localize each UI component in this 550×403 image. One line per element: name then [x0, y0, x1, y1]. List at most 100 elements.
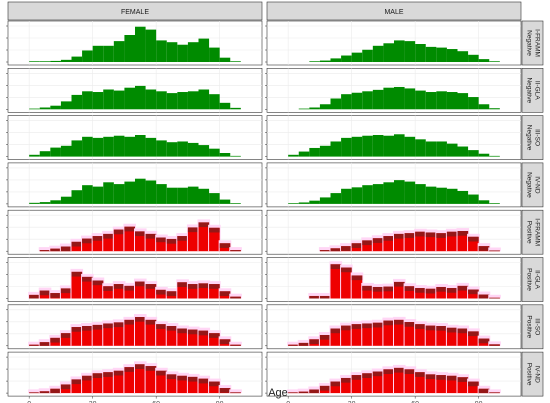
histogram-bar — [446, 143, 458, 157]
histogram-bar — [39, 107, 51, 110]
histogram-bar-top — [457, 285, 469, 291]
row-strip-4 — [521, 209, 544, 255]
histogram-bar-top — [145, 366, 157, 371]
histogram-bar — [156, 237, 167, 252]
histogram-bar-top — [166, 291, 178, 296]
histogram-bar — [166, 326, 178, 346]
histogram-bar — [145, 319, 157, 346]
histogram-band — [287, 389, 300, 394]
histogram-bar — [209, 193, 220, 204]
histogram-bar — [209, 333, 220, 346]
histogram-bar — [330, 98, 342, 110]
histogram-bar-top — [489, 392, 500, 394]
histogram-bar-top — [156, 370, 167, 376]
histogram-bar-top — [39, 250, 51, 252]
histogram-bar-top — [436, 326, 447, 331]
histogram-bar-top — [230, 392, 241, 394]
histogram-band — [297, 388, 311, 394]
histogram-bar — [145, 89, 157, 110]
histogram-bar — [29, 202, 40, 204]
histogram-bar — [145, 366, 157, 394]
histogram-bar — [319, 335, 331, 346]
histogram-bar-top — [124, 319, 135, 325]
histogram-bar — [446, 188, 458, 204]
histogram-bar — [145, 180, 157, 204]
histogram-bar-top — [362, 323, 373, 329]
histogram-bar — [351, 92, 363, 110]
histogram-bar — [177, 282, 188, 299]
histogram-bar — [319, 60, 331, 62]
histogram-bar — [50, 60, 61, 62]
histogram-bar-top — [60, 246, 72, 252]
histogram-bar — [457, 231, 469, 252]
histogram-bar — [330, 381, 342, 394]
histogram-bar-top — [103, 323, 114, 329]
histogram-bar-top — [60, 333, 72, 338]
histogram-bar-top — [177, 282, 188, 287]
histogram-bar — [404, 369, 416, 394]
row-strip-0 — [521, 20, 544, 66]
histogram-bar — [113, 322, 125, 346]
histogram-band — [297, 339, 311, 346]
histogram-bar — [177, 187, 188, 204]
histogram-bar — [135, 26, 146, 62]
histogram-band — [229, 247, 242, 252]
histogram-bar — [319, 145, 331, 157]
histogram-bar — [468, 150, 479, 157]
histogram-bar — [394, 180, 405, 204]
histogram-bar — [288, 154, 299, 157]
histogram-bar — [415, 90, 426, 110]
histogram-bar-top — [372, 371, 384, 377]
histogram-bar — [425, 232, 437, 252]
histogram-bar — [145, 137, 157, 157]
histogram-bar — [457, 190, 469, 204]
histogram-bar-top — [103, 372, 114, 377]
histogram-bar-top — [319, 335, 331, 340]
row-strip-outcome-label: Positive — [525, 363, 532, 386]
histogram-bar-top — [478, 246, 490, 251]
histogram-bar-top — [351, 375, 363, 380]
histogram-bar — [71, 140, 83, 157]
histogram-bar — [404, 41, 416, 62]
histogram-bar — [124, 319, 135, 346]
histogram-bar — [166, 142, 178, 157]
histogram-bar — [71, 56, 83, 62]
histogram-bar — [436, 187, 447, 204]
histogram-bar — [145, 29, 157, 63]
histogram-bar-top — [351, 275, 363, 281]
histogram-bar — [383, 135, 394, 157]
row-strip-group-label: I-FRAMM — [533, 29, 540, 57]
histogram-bar — [404, 286, 416, 299]
histogram-bar-top — [446, 288, 458, 293]
histogram-bar-top — [145, 319, 157, 325]
histogram-bar — [113, 284, 125, 299]
histogram-band — [318, 247, 332, 252]
histogram-bar — [198, 222, 210, 252]
histogram-bar — [330, 264, 342, 299]
histogram-bar — [60, 196, 72, 204]
histogram-bar — [330, 328, 342, 346]
histogram-bar — [187, 91, 199, 110]
row-strip-outcome-label: Negative — [525, 172, 532, 198]
histogram-bar-top — [330, 264, 342, 269]
histogram-bar — [351, 187, 363, 204]
histogram-bar — [319, 104, 331, 110]
histogram-bar — [404, 136, 416, 157]
histogram-bar-top — [341, 267, 352, 273]
histogram-bar-top — [103, 233, 114, 239]
histogram-bar-top — [330, 328, 342, 334]
histogram-bar-top — [177, 236, 188, 241]
histogram-bar — [198, 283, 210, 299]
histogram-bar — [489, 61, 500, 62]
histogram-bar-top — [187, 376, 199, 382]
histogram-bar-top — [425, 374, 437, 380]
histogram-bar — [156, 40, 167, 62]
histogram-bar-top — [135, 364, 146, 369]
histogram-bar — [383, 43, 394, 62]
histogram-bar — [135, 85, 146, 110]
histogram-bar-top — [394, 233, 405, 239]
histogram-bar-top — [341, 377, 352, 383]
histogram-bar-top — [124, 226, 135, 232]
histogram-bar — [71, 327, 83, 346]
histogram-bar — [135, 231, 146, 252]
